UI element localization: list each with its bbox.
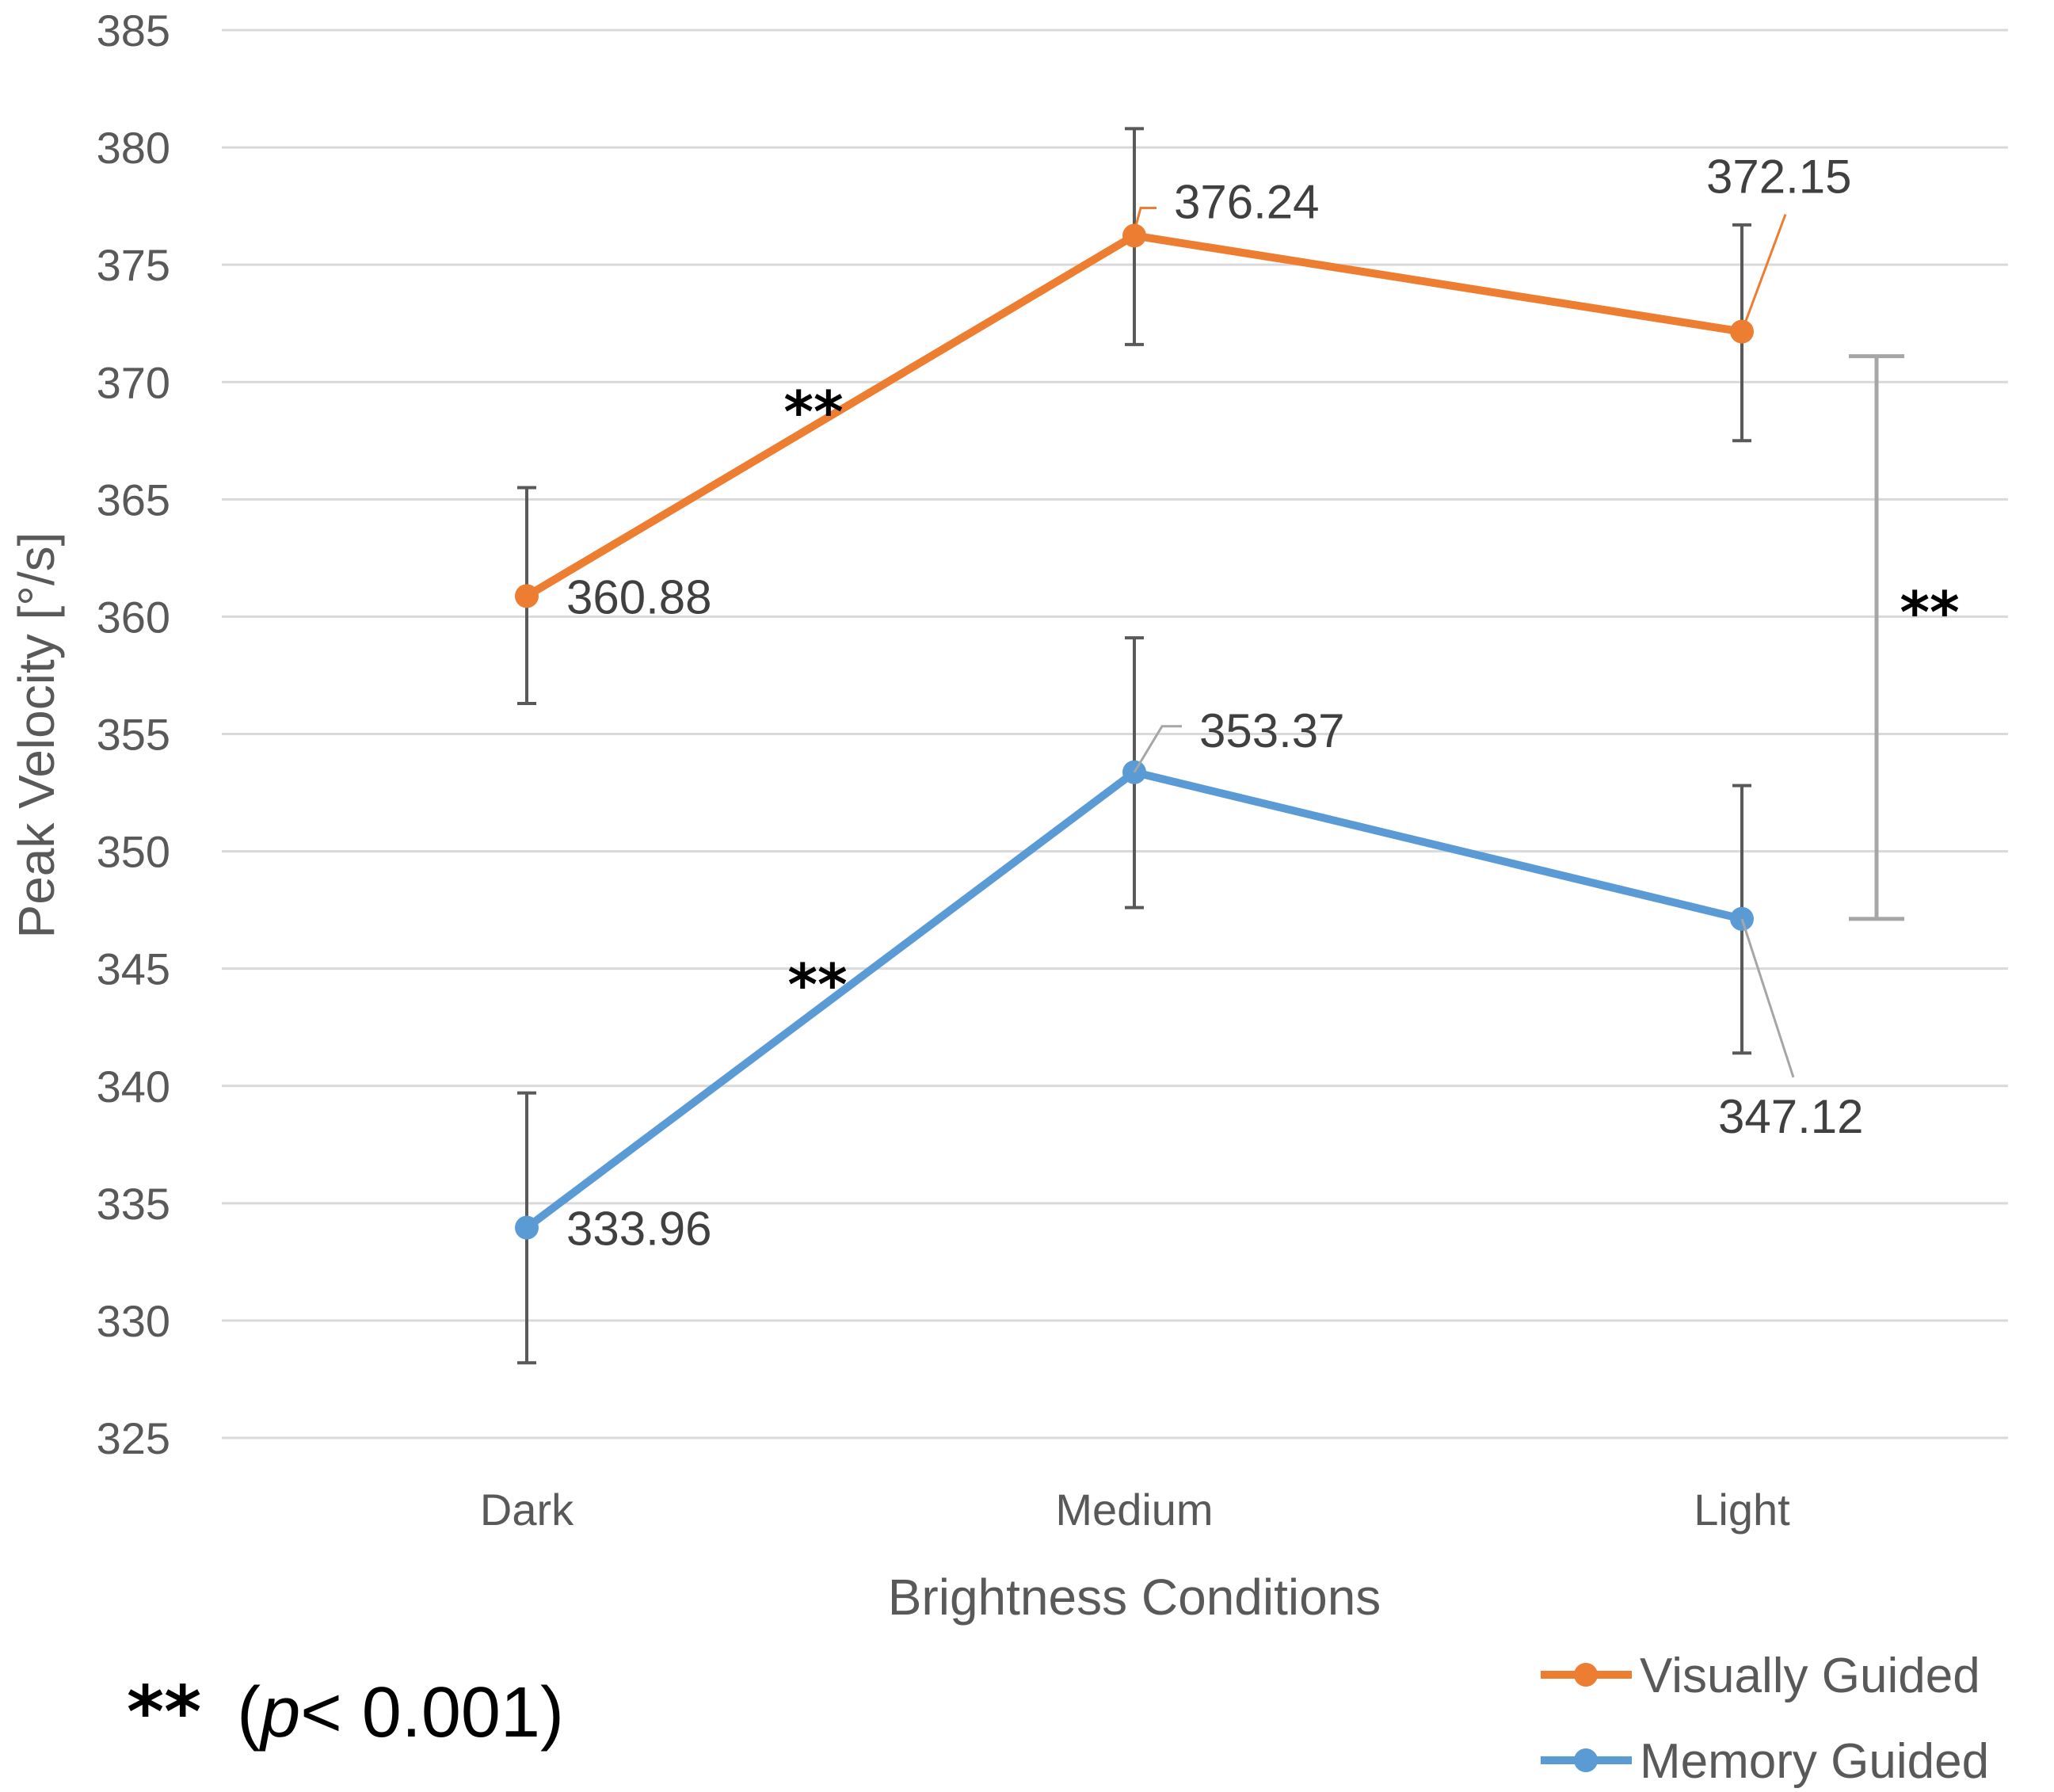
data-labels: 360.88 376.24 372.15 333.96 353.37 347.12 [566,151,1864,1256]
x-axis-label: Brightness Conditions [888,1569,1381,1626]
y-tick-label: 330 [97,1296,170,1346]
y-tick-label: 340 [97,1062,170,1111]
legend-label: Visually Guided [1640,1649,1980,1703]
y-tick-label: 360 [97,592,170,642]
y-tick-label: 355 [97,710,170,760]
footnote: ** (p< 0.001) [127,1671,564,1754]
data-label: 353.37 [1199,704,1345,757]
legend-label: Memory Guided [1640,1734,1989,1789]
data-label: 347.12 [1718,1090,1864,1143]
footnote-open: ( [237,1673,261,1752]
y-tick-label: 365 [97,475,170,524]
data-point-memory-guided [515,1215,539,1240]
x-tick-label: Light [1694,1485,1790,1535]
significance-marker: ** [787,951,847,1018]
data-label: 360.88 [566,570,712,623]
legend-swatch-marker [1574,1663,1598,1687]
x-tick-label: Dark [480,1485,574,1535]
data-label: 333.96 [566,1203,712,1256]
footnote-rest: < 0.001) [300,1673,564,1752]
data-point-visually-guided [1122,223,1146,248]
y-axis-ticks: 325 330 335 340 345 350 355 360 365 370 375 380 385 [97,6,170,1463]
significance-marker: ** [783,379,843,445]
significance-markers: ** ** ** [783,379,1959,1018]
label-leader-lines [1133,206,1795,1078]
footnote-p: p [258,1673,300,1752]
x-axis-ticks: Dark Medium Light [480,1485,1790,1535]
y-tick-label: 385 [97,6,170,55]
y-axis-label: Peak Velocity [°/s] [8,532,65,939]
data-label: 376.24 [1174,175,1320,228]
error-bars [517,127,1751,1365]
data-label: 372.15 [1706,151,1852,204]
y-tick-label: 335 [97,1179,170,1229]
y-tick-label: 325 [97,1413,170,1463]
label-leader [1133,206,1157,232]
data-point-visually-guided [515,584,539,608]
y-tick-label: 380 [97,123,170,173]
label-leader [1740,214,1787,333]
y-tick-label: 350 [97,827,170,877]
x-tick-label: Medium [1055,1485,1213,1535]
legend-swatch-marker [1574,1748,1598,1772]
significance-bracket [1849,354,1904,921]
gridlines [222,29,2008,1439]
y-tick-label: 375 [97,240,170,290]
legend: Visually Guided Memory Guided [1541,1649,1989,1789]
significance-marker: ** [1900,579,1959,646]
label-leader [1740,918,1795,1078]
footnote-marker: ** [127,1671,201,1754]
y-tick-label: 370 [97,357,170,407]
y-tick-label: 345 [97,944,170,994]
label-leader [1133,725,1182,773]
